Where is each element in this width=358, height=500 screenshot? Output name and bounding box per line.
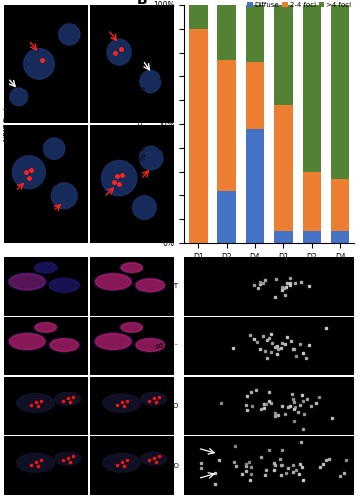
Ellipse shape	[141, 392, 166, 406]
Text: dKO: dKO	[165, 462, 179, 468]
Ellipse shape	[96, 334, 131, 349]
Ellipse shape	[9, 274, 45, 289]
Ellipse shape	[12, 156, 45, 188]
Ellipse shape	[94, 273, 132, 290]
Ellipse shape	[17, 454, 54, 472]
Legend: Diffuse, 2-4 foci, >4 foci: Diffuse, 2-4 foci, >4 foci	[245, 0, 354, 10]
Ellipse shape	[35, 322, 56, 332]
Ellipse shape	[59, 24, 80, 45]
Ellipse shape	[120, 322, 143, 332]
Ellipse shape	[49, 278, 79, 292]
Text: cKO: cKO	[166, 62, 172, 76]
Text: D2: D2	[49, 264, 61, 274]
Ellipse shape	[34, 262, 57, 273]
Text: D4: D4	[127, 378, 139, 386]
Bar	[274, 105, 293, 231]
Bar	[274, 231, 293, 243]
Text: dKO: dKO	[166, 457, 172, 471]
Bar	[217, 60, 236, 190]
Text: cKO: cKO	[166, 400, 172, 413]
Bar	[189, 29, 208, 243]
Ellipse shape	[136, 338, 164, 351]
Text: dKO: dKO	[166, 176, 172, 190]
Text: NPAT Foci: NPAT Foci	[4, 107, 10, 140]
Bar	[217, 5, 236, 60]
Text: cKO: cKO	[166, 282, 172, 294]
Ellipse shape	[94, 332, 132, 350]
Text: dKO: dKO	[303, 276, 320, 285]
Ellipse shape	[107, 39, 131, 65]
Text: D4: D4	[127, 264, 139, 274]
Ellipse shape	[24, 48, 54, 79]
Ellipse shape	[121, 322, 142, 332]
Text: C: C	[7, 262, 17, 276]
Ellipse shape	[120, 262, 143, 273]
Ellipse shape	[50, 338, 78, 351]
Bar	[331, 231, 349, 243]
Y-axis label: % NPAT Foci / Cell: % NPAT Foci / Cell	[138, 86, 147, 162]
Ellipse shape	[135, 338, 165, 352]
Text: cKO: cKO	[166, 403, 179, 409]
Ellipse shape	[103, 454, 140, 472]
Ellipse shape	[136, 279, 164, 291]
Text: D: D	[188, 262, 199, 276]
Bar	[246, 5, 264, 62]
Ellipse shape	[101, 160, 137, 196]
Ellipse shape	[10, 88, 28, 106]
Bar	[246, 62, 264, 128]
Ellipse shape	[121, 263, 142, 272]
Ellipse shape	[132, 196, 156, 220]
Text: D2: D2	[272, 264, 284, 274]
Text: D2: D2	[45, 12, 57, 21]
Ellipse shape	[8, 332, 46, 350]
Ellipse shape	[49, 338, 79, 352]
Ellipse shape	[34, 322, 57, 332]
Ellipse shape	[44, 138, 65, 160]
Bar	[189, 5, 208, 29]
Ellipse shape	[141, 452, 166, 465]
Bar	[303, 231, 321, 243]
Text: p53⁻/⁻: p53⁻/⁻	[156, 343, 179, 349]
Ellipse shape	[17, 394, 54, 412]
Ellipse shape	[51, 183, 77, 208]
Text: D2: D2	[49, 378, 61, 386]
Bar	[246, 128, 264, 243]
Ellipse shape	[140, 70, 161, 92]
Text: B: B	[136, 0, 147, 7]
Text: pH2AX: pH2AX	[4, 276, 10, 300]
Ellipse shape	[55, 452, 81, 465]
Ellipse shape	[8, 273, 46, 290]
Text: D4: D4	[127, 12, 139, 21]
Bar	[217, 190, 236, 243]
Text: cKO: cKO	[219, 276, 235, 285]
Text: A: A	[7, 10, 18, 24]
Bar	[331, 178, 349, 231]
Ellipse shape	[55, 392, 81, 406]
Bar	[303, 5, 321, 172]
Text: dKO: dKO	[166, 338, 172, 352]
Ellipse shape	[135, 278, 165, 292]
Text: WT: WT	[168, 284, 179, 290]
Bar	[331, 5, 349, 178]
Ellipse shape	[103, 394, 140, 412]
Ellipse shape	[9, 334, 45, 349]
Ellipse shape	[139, 146, 163, 170]
Bar	[303, 172, 321, 231]
Text: 53BP1: 53BP1	[4, 394, 10, 415]
Bar	[274, 5, 293, 105]
Ellipse shape	[96, 274, 131, 289]
